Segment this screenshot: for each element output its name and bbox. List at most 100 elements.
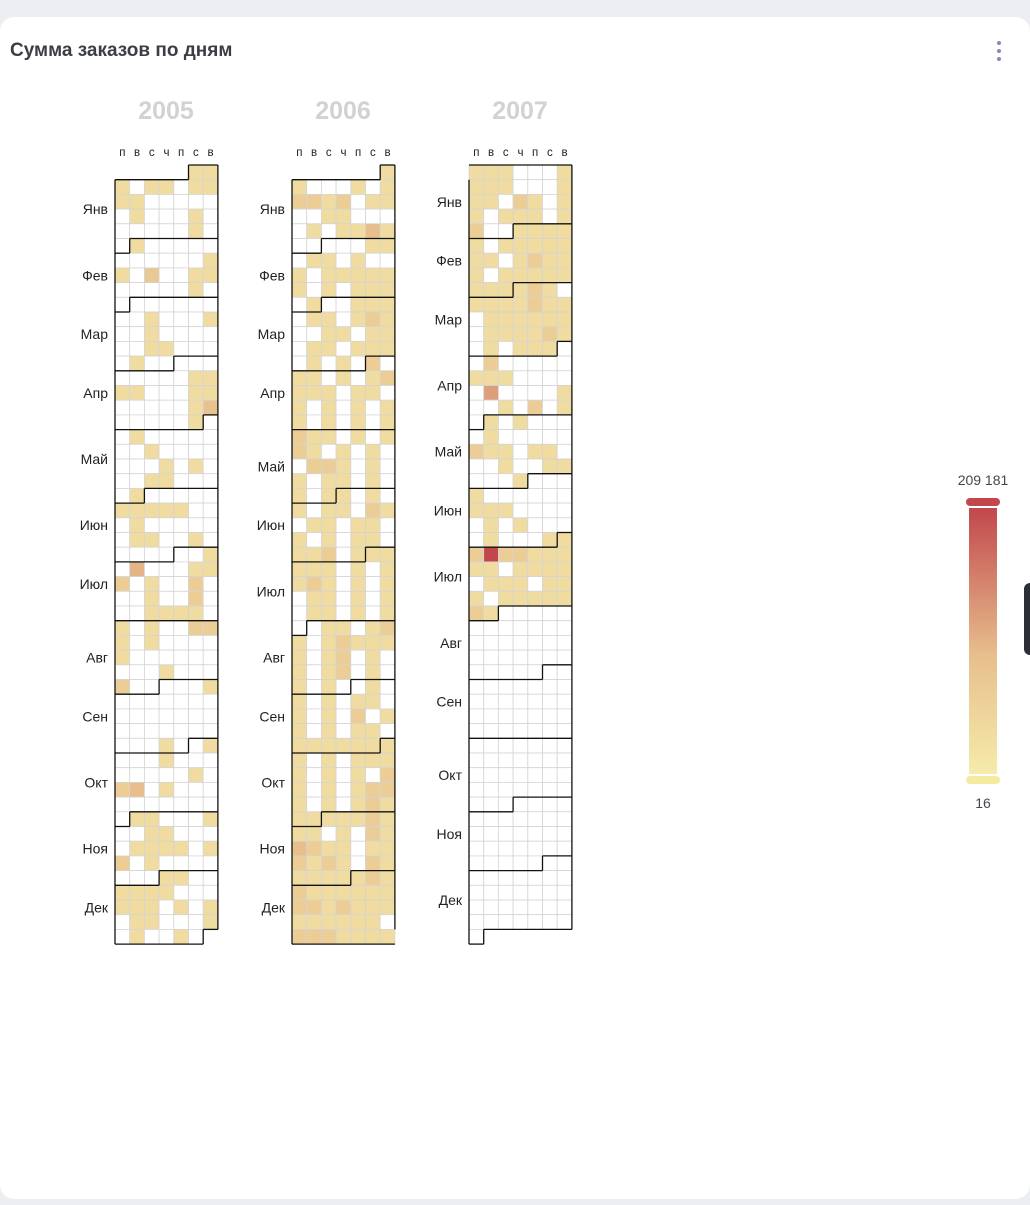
day-cell[interactable] bbox=[468, 884, 485, 901]
day-cell[interactable] bbox=[512, 855, 529, 872]
day-cell[interactable] bbox=[379, 723, 396, 739]
day-cell[interactable] bbox=[158, 723, 175, 739]
day-cell[interactable] bbox=[542, 693, 558, 710]
day-cell[interactable] bbox=[527, 193, 543, 210]
day-cell[interactable] bbox=[202, 473, 219, 489]
day-cell[interactable] bbox=[483, 708, 499, 725]
day-cell[interactable] bbox=[143, 929, 160, 945]
day-cell[interactable] bbox=[320, 708, 337, 725]
day-cell[interactable] bbox=[379, 238, 396, 254]
day-cell[interactable] bbox=[350, 267, 366, 283]
day-cell[interactable] bbox=[291, 884, 308, 901]
day-cell[interactable] bbox=[129, 296, 145, 313]
day-cell[interactable] bbox=[306, 282, 322, 298]
day-cell[interactable] bbox=[497, 767, 514, 783]
day-cell[interactable] bbox=[497, 473, 514, 489]
day-cell[interactable] bbox=[114, 517, 131, 533]
day-cell[interactable] bbox=[143, 517, 160, 533]
day-cell[interactable] bbox=[173, 429, 189, 445]
day-cell[interactable] bbox=[379, 884, 396, 901]
day-cell[interactable] bbox=[291, 429, 308, 445]
day-cell[interactable] bbox=[158, 443, 175, 460]
day-cell[interactable] bbox=[291, 840, 308, 857]
day-cell[interactable] bbox=[202, 870, 219, 886]
day-cell[interactable] bbox=[320, 473, 337, 489]
day-cell[interactable] bbox=[350, 708, 366, 725]
day-cell[interactable] bbox=[188, 399, 204, 416]
day-cell[interactable] bbox=[497, 385, 514, 401]
day-cell[interactable] bbox=[320, 811, 337, 827]
day-cell[interactable] bbox=[379, 664, 396, 680]
day-cell[interactable] bbox=[350, 355, 366, 372]
day-cell[interactable] bbox=[129, 649, 145, 666]
day-cell[interactable] bbox=[542, 737, 558, 754]
day-cell[interactable] bbox=[173, 635, 189, 651]
day-cell[interactable] bbox=[202, 708, 219, 725]
day-cell[interactable] bbox=[542, 311, 558, 328]
day-cell[interactable] bbox=[497, 179, 514, 195]
day-cell[interactable] bbox=[512, 811, 529, 827]
day-cell[interactable] bbox=[335, 826, 352, 842]
day-cell[interactable] bbox=[158, 326, 175, 342]
day-cell[interactable] bbox=[143, 502, 160, 519]
day-cell[interactable] bbox=[129, 767, 145, 783]
day-cell[interactable] bbox=[202, 884, 219, 901]
day-cell[interactable] bbox=[379, 326, 396, 342]
day-cell[interactable] bbox=[320, 193, 337, 210]
day-cell[interactable] bbox=[173, 752, 189, 769]
day-cell[interactable] bbox=[556, 826, 573, 842]
day-cell[interactable] bbox=[114, 884, 131, 901]
day-cell[interactable] bbox=[114, 385, 131, 401]
day-cell[interactable] bbox=[527, 370, 543, 386]
day-cell[interactable] bbox=[158, 693, 175, 710]
day-cell[interactable] bbox=[306, 517, 322, 533]
day-cell[interactable] bbox=[291, 532, 308, 548]
day-cell[interactable] bbox=[129, 443, 145, 460]
day-cell[interactable] bbox=[542, 487, 558, 504]
day-cell[interactable] bbox=[320, 238, 337, 254]
day-cell[interactable] bbox=[320, 561, 337, 578]
day-cell[interactable] bbox=[527, 473, 543, 489]
day-cell[interactable] bbox=[173, 914, 189, 930]
day-cell[interactable] bbox=[350, 635, 366, 651]
day-cell[interactable] bbox=[335, 752, 352, 769]
day-cell[interactable] bbox=[556, 737, 573, 754]
day-cell[interactable] bbox=[320, 458, 337, 475]
day-cell[interactable] bbox=[188, 811, 204, 827]
day-cell[interactable] bbox=[335, 693, 352, 710]
day-cell[interactable] bbox=[512, 605, 529, 622]
day-cell[interactable] bbox=[320, 796, 337, 813]
day-cell[interactable] bbox=[306, 708, 322, 725]
day-cell[interactable] bbox=[379, 414, 396, 430]
day-cell[interactable] bbox=[483, 840, 499, 857]
day-cell[interactable] bbox=[556, 590, 573, 607]
day-cell[interactable] bbox=[173, 782, 189, 798]
day-cell[interactable] bbox=[379, 267, 396, 283]
day-cell[interactable] bbox=[483, 414, 499, 430]
day-cell[interactable] bbox=[143, 208, 160, 225]
day-cell[interactable] bbox=[512, 723, 529, 739]
day-cell[interactable] bbox=[188, 914, 204, 930]
day-cell[interactable] bbox=[335, 385, 352, 401]
day-cell[interactable] bbox=[468, 855, 485, 872]
day-cell[interactable] bbox=[320, 429, 337, 445]
day-cell[interactable] bbox=[527, 208, 543, 225]
day-cell[interactable] bbox=[468, 252, 485, 269]
day-cell[interactable] bbox=[129, 605, 145, 622]
day-cell[interactable] bbox=[483, 340, 499, 357]
day-cell[interactable] bbox=[527, 179, 543, 195]
day-cell[interactable] bbox=[497, 252, 514, 269]
day-cell[interactable] bbox=[306, 914, 322, 930]
day-cell[interactable] bbox=[350, 370, 366, 386]
day-cell[interactable] bbox=[291, 517, 308, 533]
day-cell[interactable] bbox=[379, 458, 396, 475]
day-cell[interactable] bbox=[158, 679, 175, 695]
day-cell[interactable] bbox=[556, 414, 573, 430]
day-cell[interactable] bbox=[114, 737, 131, 754]
day-cell[interactable] bbox=[202, 223, 219, 239]
legend-min-handle[interactable] bbox=[966, 776, 1000, 784]
day-cell[interactable] bbox=[350, 473, 366, 489]
day-cell[interactable] bbox=[379, 340, 396, 357]
day-cell[interactable] bbox=[129, 561, 145, 578]
day-cell[interactable] bbox=[129, 179, 145, 195]
